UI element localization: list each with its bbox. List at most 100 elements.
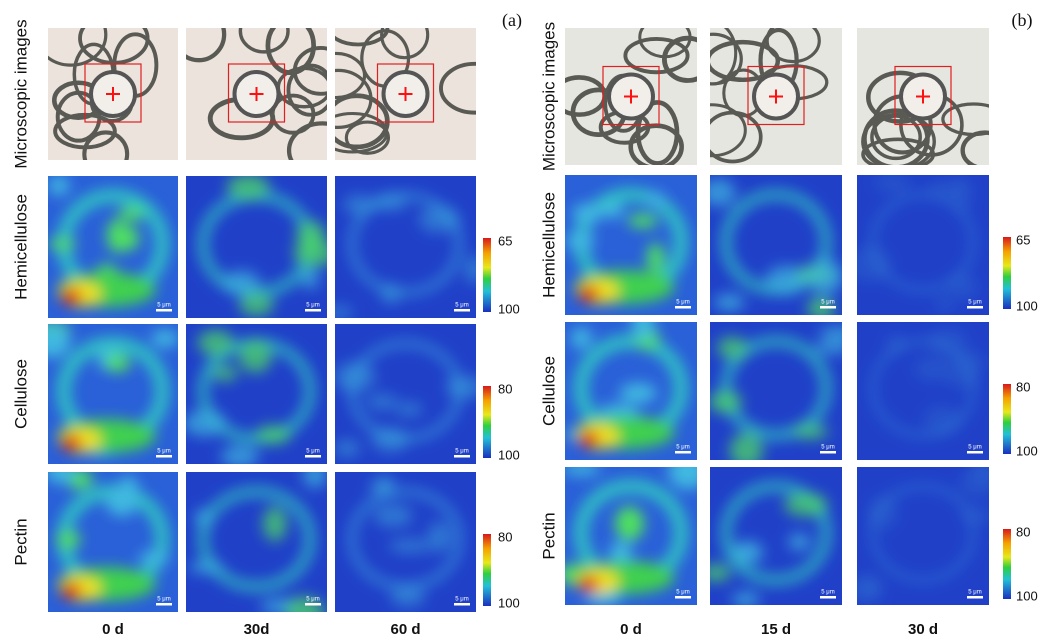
heat-blob <box>373 504 413 528</box>
heat-blob <box>818 326 842 341</box>
scale-bar-text: 5 μm <box>157 303 170 309</box>
heatmap: 5 μm <box>335 324 476 464</box>
heat-blob <box>572 203 602 224</box>
roi-cross <box>398 87 413 101</box>
scale-bar <box>675 306 691 309</box>
micro-image <box>565 28 697 165</box>
roi-box <box>894 65 952 126</box>
color-bar <box>1003 237 1011 309</box>
cell-wall <box>960 130 989 165</box>
cell-wall <box>344 120 391 155</box>
cell-wall <box>380 28 430 60</box>
color-bar-min: 100 <box>498 301 520 316</box>
cell-wall <box>710 103 747 158</box>
heat-blobs <box>188 472 327 612</box>
heat-blob <box>301 268 320 289</box>
roi-cross <box>769 89 783 104</box>
heat-blob <box>194 508 213 527</box>
heat-blob <box>48 472 75 484</box>
heatmap: 5 μm <box>48 472 178 612</box>
heat-blob <box>946 371 979 388</box>
heat-blob <box>464 255 476 284</box>
heat-blob <box>928 328 969 353</box>
heat-blob <box>138 551 170 565</box>
heat-blob <box>601 202 624 219</box>
heat-blob <box>619 382 657 404</box>
heat-blob <box>935 295 954 313</box>
heat-blob <box>807 258 842 295</box>
heat-blob <box>48 237 76 250</box>
heat-blob <box>388 538 432 554</box>
heat-blob <box>729 432 764 460</box>
row-label: Pectin <box>539 512 558 559</box>
heat-blob <box>48 176 70 196</box>
cell-wall <box>862 108 930 165</box>
cell-wall <box>48 28 108 67</box>
heat-blob <box>885 333 906 354</box>
scale-bar <box>967 596 983 599</box>
heat-blob <box>197 329 234 356</box>
row-label: Microscopic images <box>539 22 558 171</box>
heat-blob <box>783 493 828 517</box>
heat-blob <box>119 476 138 496</box>
hot-red <box>61 582 82 600</box>
scale-bar <box>305 455 321 458</box>
heatmap: 5 μm <box>565 467 697 605</box>
heat-blob <box>668 467 697 490</box>
heat-blobs <box>710 326 842 460</box>
heatmap: 5 μm <box>186 472 327 612</box>
hot-red <box>578 431 600 448</box>
heat-blob <box>565 467 601 476</box>
heatmap: 5 μm <box>857 175 989 315</box>
color-bar-min: 100 <box>498 595 520 610</box>
heat-blobs <box>565 467 697 605</box>
heat-blob <box>186 409 227 437</box>
color-bar-min: 100 <box>1016 588 1038 603</box>
heat-blob <box>220 445 260 464</box>
cell-wall <box>662 35 697 83</box>
scale-bar <box>305 309 321 312</box>
heatmap: 5 μm <box>710 322 842 460</box>
cell-wall <box>238 28 290 54</box>
column-label: 15 d <box>761 621 791 638</box>
color-bar-max: 65 <box>1016 232 1030 247</box>
panel: (a) Microscopic images Hemicellulose 5 μm 5 … <box>11 10 522 638</box>
heat-blob <box>807 296 835 315</box>
heat-blob <box>814 341 842 354</box>
scale-bar-text: 5 μm <box>455 303 468 309</box>
scale-bar-text: 5 μm <box>968 445 981 451</box>
heat-blob <box>262 506 288 542</box>
cell-wall <box>710 39 781 83</box>
heat-blob <box>212 365 238 382</box>
heat-blob <box>949 274 979 300</box>
scale-bar-text: 5 μm <box>676 590 689 596</box>
color-bar-max: 80 <box>1016 379 1030 394</box>
column-label: 30 d <box>908 621 938 638</box>
heat-blob <box>731 591 761 605</box>
color-bar-min: 100 <box>1016 298 1038 313</box>
heatmap: 5 μm <box>565 175 697 315</box>
scale-bar <box>156 309 172 312</box>
roi-cross <box>249 87 264 101</box>
cell-wall <box>265 28 316 76</box>
column-label: 0 d <box>620 621 642 638</box>
heatmap: 5 μm <box>335 176 476 318</box>
roi-cross <box>624 89 638 104</box>
scale-bar-text: 5 μm <box>676 445 689 451</box>
cell-wall <box>186 28 227 63</box>
color-bar <box>483 386 491 458</box>
heat-ring <box>720 336 832 441</box>
heat-blobs <box>197 176 327 317</box>
hot-red <box>578 285 600 303</box>
heatmap: 5 μm <box>857 322 989 460</box>
color-bar-max: 80 <box>1016 524 1030 539</box>
heatmap: 5 μm <box>710 175 842 315</box>
panel: (b) Microscopic images Hemicellulose 5 μm 5 … <box>539 10 1037 638</box>
heat-blob <box>627 213 658 228</box>
heat-blob <box>710 563 732 582</box>
scale-bar <box>156 455 172 458</box>
heat-blob <box>614 506 645 541</box>
roi-box <box>84 63 142 123</box>
scale-bar-text: 5 μm <box>676 300 689 306</box>
heat-blob <box>710 390 743 414</box>
